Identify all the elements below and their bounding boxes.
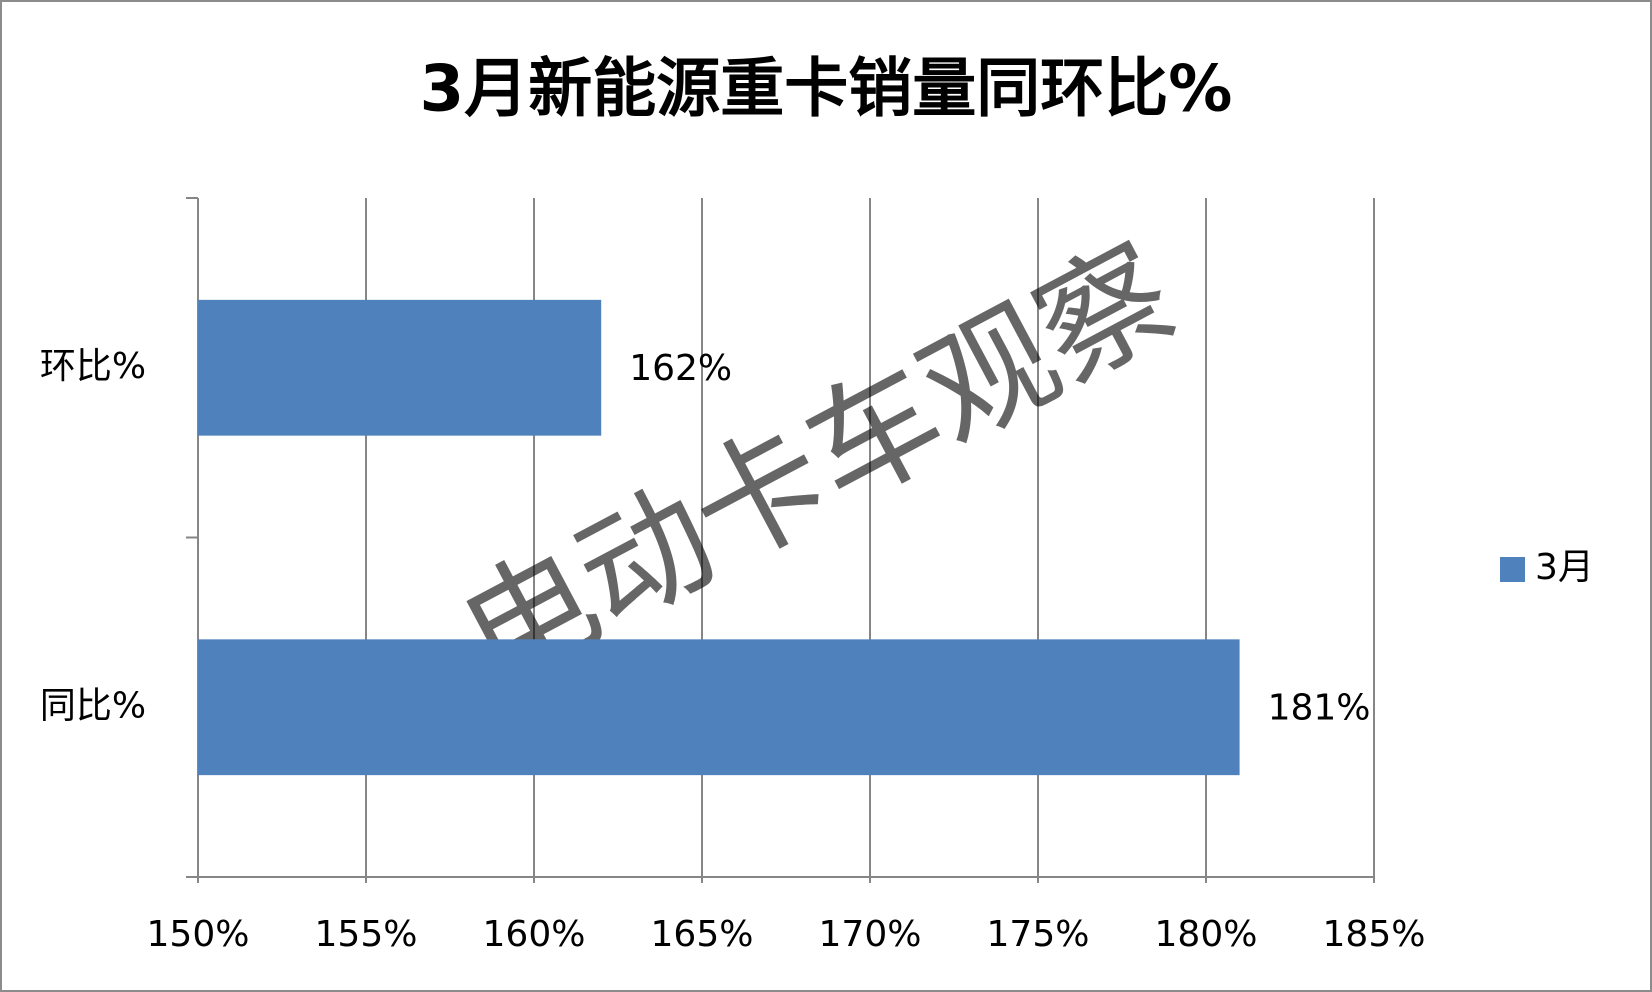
- y-tick-label: 环比%: [40, 346, 146, 387]
- chart-title: 3月新能源重卡销量同环比%: [420, 53, 1233, 127]
- x-tick-label: 155%: [315, 914, 418, 955]
- legend-swatch: [1500, 557, 1525, 582]
- x-tick-label: 175%: [987, 914, 1090, 955]
- x-tick-label: 180%: [1155, 914, 1258, 955]
- x-tick-label: 170%: [819, 914, 922, 955]
- data-label: 162%: [629, 348, 732, 389]
- x-tick-label: 150%: [147, 914, 250, 955]
- x-tick-label: 185%: [1323, 914, 1426, 955]
- bar: [198, 639, 1240, 776]
- bar: [198, 299, 602, 436]
- x-tick-label: 165%: [651, 914, 754, 955]
- data-label: 181%: [1268, 687, 1371, 728]
- legend-label: 3月: [1535, 547, 1594, 588]
- x-tick-label: 160%: [483, 914, 586, 955]
- y-tick-label: 同比%: [40, 685, 146, 726]
